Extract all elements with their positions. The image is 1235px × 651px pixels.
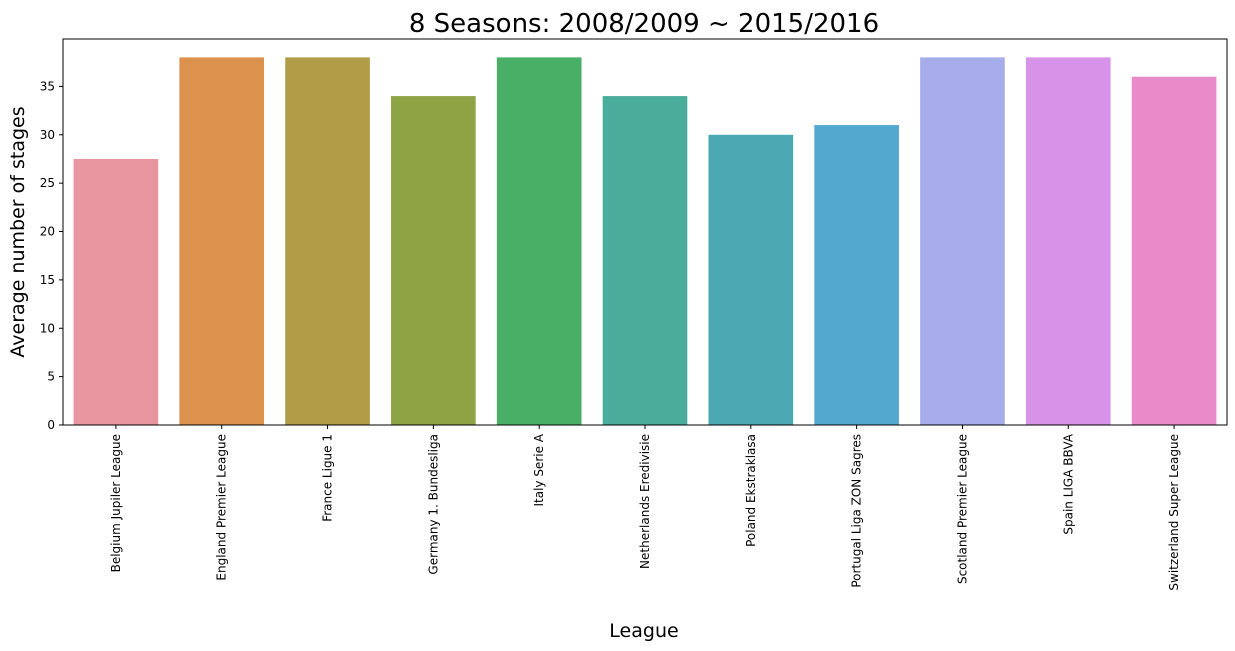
bar-4 — [496, 57, 582, 425]
y-tick-label-5: 25 — [40, 176, 55, 190]
y-tick-label-1: 5 — [47, 370, 55, 384]
y-tick-label-3: 15 — [40, 273, 55, 287]
x-tick-label-10: Switzerland Super League — [1167, 434, 1181, 591]
x-tick-label-4: Italy Serie A — [532, 433, 546, 506]
x-tick-label-8: Scotland Premier League — [955, 434, 969, 584]
x-tick-label-3: Germany 1. Bundesliga — [426, 434, 440, 575]
x-tick-label-7: Portugal Liga ZON Sagres — [850, 434, 864, 588]
bar-5 — [602, 96, 688, 425]
bar-9 — [1025, 57, 1111, 425]
bar-7 — [814, 125, 899, 425]
bar-8 — [920, 57, 1005, 425]
y-tick-label-4: 20 — [40, 225, 55, 239]
y-tick-label-7: 35 — [40, 79, 55, 93]
y-axis-title: Average number of stages — [7, 106, 29, 357]
x-tick-label-5: Netherlands Eredivisie — [638, 434, 652, 569]
x-tick-label-0: Belgium Jupiler League — [109, 434, 123, 572]
bar-6 — [708, 134, 794, 425]
x-tick-label-9: Spain LIGA BBVA — [1061, 433, 1075, 534]
y-tick-label-6: 30 — [40, 128, 55, 142]
x-axis-title: League — [609, 620, 678, 642]
bar-10 — [1131, 76, 1217, 425]
bar-1 — [179, 57, 265, 425]
bar-2 — [285, 57, 370, 425]
chart-title: 8 Seasons: 2008/2009 ~ 2015/2016 — [409, 9, 879, 39]
y-tick-label-0: 0 — [47, 418, 55, 432]
x-tick-label-2: France Ligue 1 — [321, 434, 335, 522]
plot-frame — [62, 38, 1228, 426]
x-tick-label-1: England Premier League — [215, 434, 229, 581]
bar-0 — [73, 158, 159, 425]
bar-3 — [391, 96, 476, 425]
y-tick-label-2: 10 — [40, 321, 55, 335]
plot-area: Belgium Jupiler League England Premier Le… — [40, 38, 1228, 591]
x-tick-label-6: Poland Ekstraklasa — [744, 434, 758, 547]
